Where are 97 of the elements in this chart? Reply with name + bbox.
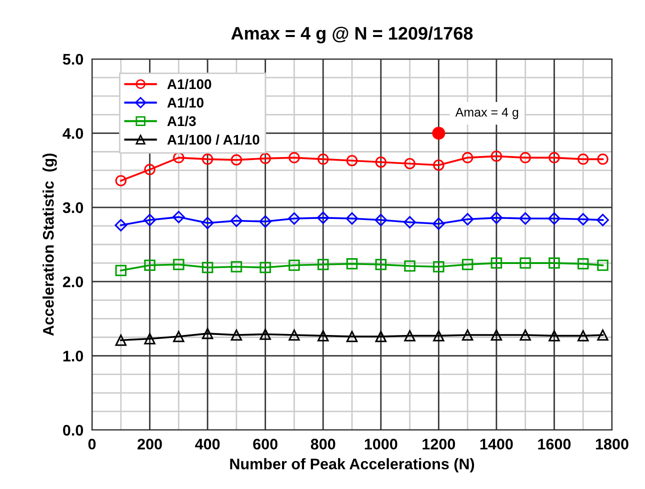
point (375, 156, 387, 168)
point (260, 328, 271, 340)
point (519, 212, 532, 225)
point (374, 214, 388, 226)
x-tick-label: 1600 (538, 438, 571, 450)
point (596, 214, 609, 226)
point (202, 154, 214, 165)
x-tick-label: 1400 (480, 438, 513, 450)
point (144, 260, 156, 271)
y-tick-label: 0.0 (63, 424, 84, 436)
point (259, 215, 272, 228)
y-tick-label: 5.0 (62, 54, 84, 65)
point (260, 262, 271, 274)
point (520, 257, 531, 269)
point (462, 258, 474, 270)
point (317, 330, 329, 342)
point (346, 212, 358, 225)
legend-label: A1/3 (167, 116, 196, 126)
y-tick-label: 1.0 (63, 350, 84, 362)
y-tick-label: 4.0 (62, 128, 84, 139)
point (375, 258, 387, 270)
point (173, 258, 184, 270)
point (375, 330, 387, 342)
point (230, 214, 243, 227)
point (520, 152, 531, 164)
point (433, 330, 444, 342)
point (548, 152, 560, 164)
point (144, 214, 156, 226)
x-tick-label: 800 (310, 438, 336, 450)
point (461, 213, 474, 226)
point (317, 154, 329, 165)
point (172, 210, 185, 224)
point (202, 262, 214, 274)
point (114, 219, 128, 232)
point (115, 334, 127, 346)
chart-title: Amax = 4 g @ N = 1209/1768 (231, 26, 473, 44)
x-tick-label: 0 (88, 438, 96, 450)
point (404, 330, 416, 342)
point (316, 212, 330, 224)
point (490, 329, 502, 341)
point (260, 152, 271, 164)
point (288, 152, 300, 164)
point (230, 154, 242, 166)
point (520, 329, 531, 341)
point (597, 260, 608, 271)
point (404, 216, 416, 228)
point (404, 158, 416, 170)
point (548, 330, 560, 342)
point (346, 258, 358, 270)
point (490, 257, 502, 269)
point (201, 216, 214, 230)
legend-label: A1/100 (167, 78, 212, 90)
x-tick-label: 1800 (596, 438, 628, 450)
point (346, 155, 358, 166)
point (173, 330, 184, 342)
y-axis-title: Acceleration Statistic (g) (42, 154, 57, 336)
x-tick-label: 600 (253, 438, 278, 450)
point (115, 175, 127, 186)
point (144, 333, 156, 344)
point (462, 329, 474, 341)
point (404, 260, 416, 272)
point (577, 154, 589, 165)
point (577, 330, 589, 342)
point (202, 328, 214, 340)
x-tick-label: 1200 (422, 438, 456, 450)
point (288, 260, 300, 271)
point (432, 126, 446, 140)
point (144, 164, 156, 176)
point (317, 258, 329, 270)
point (230, 329, 242, 341)
point (597, 329, 608, 341)
legend-label: A1/10 (167, 97, 204, 108)
point (433, 261, 444, 272)
point (173, 152, 184, 164)
x-tick-label: 1000 (364, 438, 398, 450)
point (597, 154, 608, 165)
x-tick-label: 400 (195, 438, 220, 450)
point (548, 257, 560, 269)
point (576, 213, 590, 226)
y-tick-label: 3.0 (62, 202, 84, 214)
point (577, 258, 589, 270)
point (548, 212, 560, 225)
point (490, 212, 503, 224)
annotation: Amax = 4 g (455, 108, 518, 120)
point (432, 218, 445, 230)
point (433, 159, 444, 171)
point (490, 150, 502, 162)
point (462, 152, 474, 164)
x-axis-title: Number of Peak Accelerations (N) (230, 458, 474, 472)
point (115, 264, 127, 276)
point (346, 330, 358, 342)
point (288, 329, 300, 341)
x-tick-label: 200 (138, 438, 162, 450)
point (230, 261, 242, 272)
legend-label: A1/100 / A1/10 (167, 134, 260, 145)
y-tick-label: 2.0 (62, 276, 84, 288)
point (288, 212, 300, 225)
